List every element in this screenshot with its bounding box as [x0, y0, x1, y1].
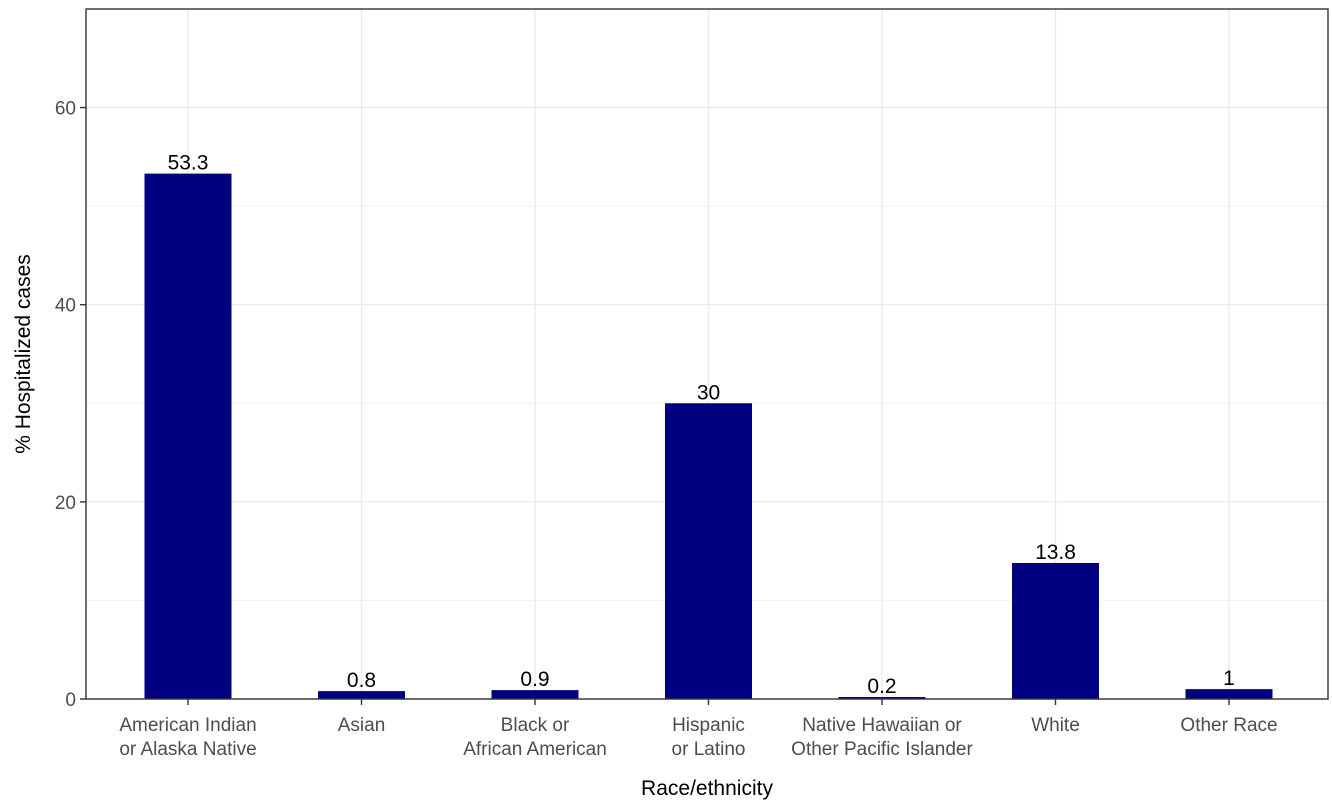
- data-label: 0.8: [347, 669, 376, 692]
- data-labels-group: 53.3 0.8 0.9 30 0.2 13.8 1: [168, 152, 1235, 698]
- y-tick-label: 60: [55, 99, 76, 120]
- bar: [144, 173, 232, 700]
- y-tick-label: 20: [55, 493, 76, 514]
- bars-group: [144, 173, 1273, 700]
- x-tick-label: Asian: [338, 715, 386, 736]
- data-label: 1: [1223, 667, 1235, 690]
- y-axis-title: % Hospitalized cases: [12, 254, 35, 454]
- data-label: 13.8: [1035, 541, 1076, 564]
- data-label: 53.3: [168, 152, 209, 175]
- bar: [1185, 689, 1273, 699]
- data-label: 30: [697, 381, 720, 404]
- bar: [838, 697, 926, 699]
- y-tick-label: 0: [65, 690, 76, 711]
- data-label: 0.9: [520, 668, 549, 691]
- bar: [665, 403, 752, 699]
- x-tick-label: Other Race: [1180, 715, 1277, 736]
- bar: [1012, 562, 1099, 699]
- y-tick-label: 40: [55, 296, 76, 317]
- x-tick-label: Hispanic or Latino: [672, 715, 746, 760]
- bar: [318, 691, 405, 699]
- x-tick-label: American Indian or Alaska Native: [119, 715, 256, 760]
- plot-border: [85, 8, 1329, 700]
- bar: [491, 690, 579, 699]
- x-tick-label: White: [1031, 715, 1080, 736]
- y-axis-ticks: 0 20 40 60: [55, 99, 86, 711]
- data-label: 0.2: [867, 675, 896, 698]
- x-tick-label: Native Hawaiian or Other Pacific Islander: [791, 715, 973, 760]
- x-tick-label: Black or African American: [463, 715, 607, 760]
- x-axis-ticks: American Indian or Alaska Native Asian Blac…: [119, 699, 1278, 760]
- x-axis-title: Race/ethnicity: [641, 777, 773, 800]
